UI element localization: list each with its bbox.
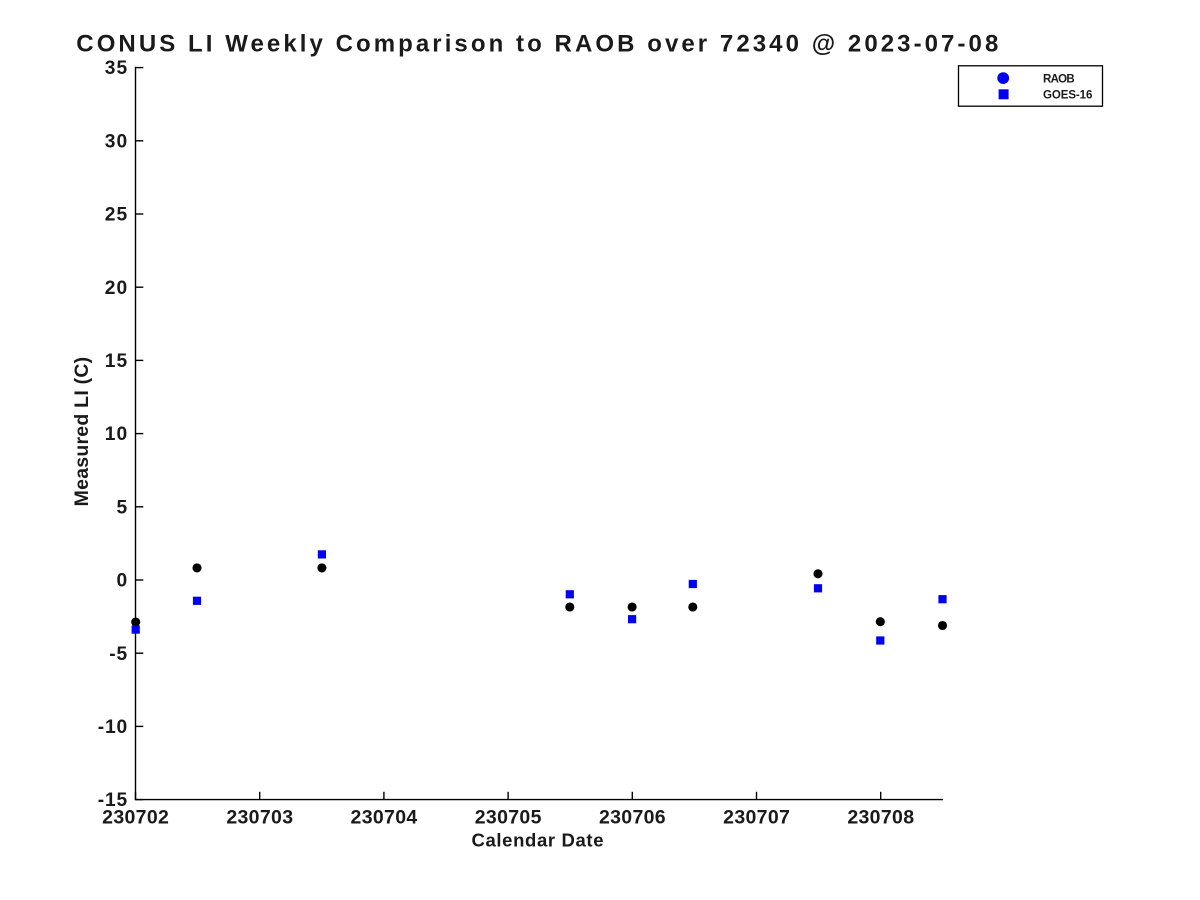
svg-text:25: 25	[105, 205, 128, 226]
svg-text:15: 15	[105, 351, 128, 372]
svg-text:10: 10	[105, 424, 127, 445]
svg-text:230704: 230704	[351, 806, 418, 828]
svg-text:RAOB: RAOB	[1043, 73, 1075, 85]
svg-text:GOES-16: GOES-16	[1043, 90, 1092, 102]
svg-text:Calendar Date: Calendar Date	[472, 830, 604, 851]
svg-text:-10: -10	[98, 717, 128, 738]
svg-text:230706: 230706	[599, 806, 666, 828]
svg-text:230703: 230703	[226, 806, 293, 828]
svg-text:230708: 230708	[847, 806, 914, 828]
svg-text:-5: -5	[109, 644, 127, 665]
svg-text:0: 0	[117, 571, 128, 592]
svg-text:35: 35	[105, 58, 128, 79]
svg-text:20: 20	[105, 278, 127, 299]
svg-text:Measured LI (C): Measured LI (C)	[71, 357, 93, 507]
svg-text:230702: 230702	[102, 806, 169, 828]
svg-text:30: 30	[105, 131, 127, 152]
svg-text:5: 5	[117, 497, 128, 518]
svg-text:-15: -15	[98, 790, 128, 811]
svg-text:CONUS LI Weekly Comparison to: CONUS LI Weekly Comparison to RAOB over …	[76, 31, 998, 58]
svg-text:230707: 230707	[723, 806, 790, 828]
svg-text:230705: 230705	[475, 806, 542, 828]
